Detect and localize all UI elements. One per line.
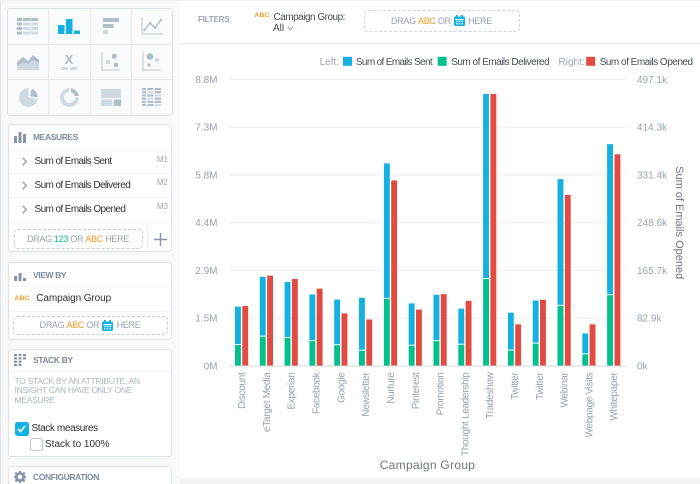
svg-text:0M: 0M [204, 362, 218, 373]
svg-text:Twitter: Twitter [510, 372, 521, 400]
svg-text:5.8M: 5.8M [195, 170, 217, 181]
svg-text:248.6k: 248.6k [637, 218, 668, 229]
svg-text:165.7k: 165.7k [637, 266, 668, 277]
svg-text:4.4M: 4.4M [195, 218, 217, 229]
svg-text:2.9M: 2.9M [195, 266, 217, 277]
svg-text:Tradeshow: Tradeshow [485, 371, 496, 418]
svg-text:0k: 0k [637, 362, 649, 373]
svg-text:331.4k: 331.4k [637, 170, 668, 181]
svg-text:Campaign Group: Campaign Group [380, 458, 476, 472]
svg-text:Pinterest: Pinterest [411, 372, 422, 409]
svg-text:Nurture: Nurture [386, 372, 397, 404]
svg-text:Promotion: Promotion [436, 373, 447, 416]
svg-text:1.5M: 1.5M [195, 314, 217, 325]
svg-text:Whitepaper: Whitepaper [609, 372, 620, 421]
svg-text:Sum of Emails Opened: Sum of Emails Opened [673, 166, 685, 279]
svg-text:8.8M: 8.8M [195, 75, 217, 86]
svg-text:Webinar: Webinar [560, 372, 571, 408]
svg-text:Sum of Emails Opened: Sum of Emails Opened [600, 57, 693, 68]
svg-text:Discount: Discount [237, 372, 248, 409]
svg-text:Experian: Experian [287, 373, 298, 410]
svg-text:Google: Google [336, 372, 347, 403]
svg-text:497.1k: 497.1k [637, 75, 668, 86]
svg-text:82.9k: 82.9k [637, 314, 662, 325]
svg-text:Facebook: Facebook [312, 371, 323, 414]
svg-text:Twitter: Twitter [535, 372, 546, 400]
svg-text:Webpage Visits: Webpage Visits [584, 372, 595, 437]
svg-text:414.3k: 414.3k [637, 123, 668, 134]
svg-text:Newsletter: Newsletter [361, 372, 372, 417]
svg-text:Sum of Emails Sent: Sum of Emails Sent [356, 57, 433, 68]
svg-text:Right:: Right: [559, 57, 585, 68]
svg-text:X: X [65, 53, 74, 67]
svg-text:Thought Leadership: Thought Leadership [460, 372, 471, 456]
svg-text:Sum of Emails Delivered: Sum of Emails Delivered [451, 57, 549, 68]
svg-text:7.3M: 7.3M [195, 123, 217, 134]
svg-text:eTarget Media: eTarget Media [262, 372, 273, 432]
svg-text:Left:: Left: [320, 57, 339, 68]
